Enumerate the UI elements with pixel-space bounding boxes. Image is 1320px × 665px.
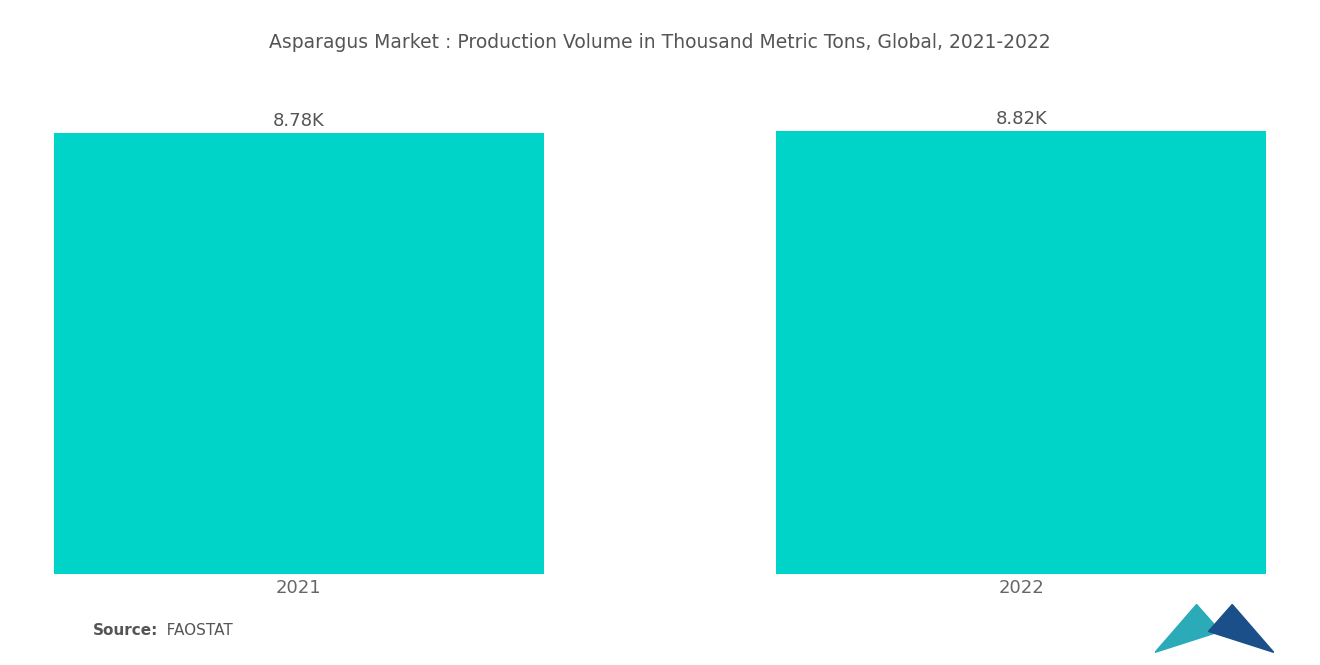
Polygon shape — [1155, 604, 1220, 652]
Bar — [776, 131, 1266, 574]
Text: FAOSTAT: FAOSTAT — [152, 623, 232, 638]
Text: 8.82K: 8.82K — [995, 110, 1047, 128]
Text: Source:: Source: — [92, 623, 158, 638]
Bar — [54, 133, 544, 574]
Text: 8.78K: 8.78K — [273, 112, 325, 130]
Text: Asparagus Market : Production Volume in Thousand Metric Tons, Global, 2021-2022: Asparagus Market : Production Volume in … — [269, 33, 1051, 53]
Polygon shape — [1209, 604, 1274, 652]
